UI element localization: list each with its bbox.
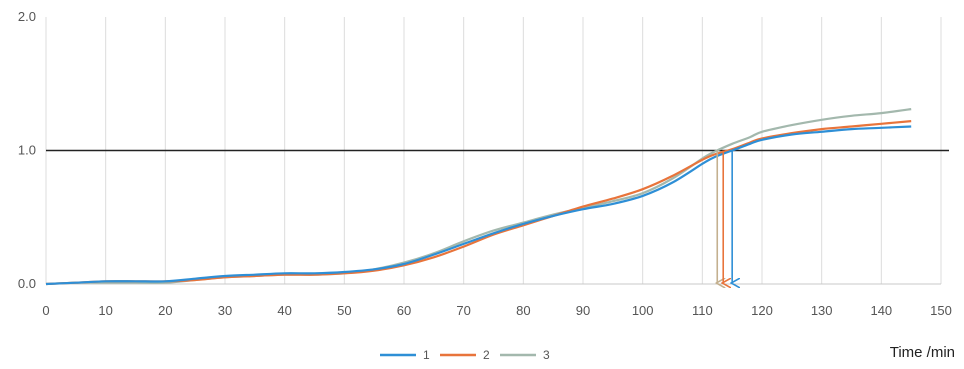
legend-label-2: 2 [483, 348, 490, 362]
x-tick-label: 10 [98, 303, 112, 318]
legend-label-3: 3 [543, 348, 550, 362]
x-tick-label: 70 [456, 303, 470, 318]
x-tick-label: 30 [218, 303, 232, 318]
tick-labels: 0 10 20 30 40 50 60 70 80 90 100 110 120 130 140 150 0.0… [18, 9, 952, 318]
x-tick-label: 140 [870, 303, 892, 318]
x-tick-label: 50 [337, 303, 351, 318]
x-tick-label: 80 [516, 303, 530, 318]
y-tick-label: 2.0 [18, 9, 36, 24]
x-tick-label: 130 [811, 303, 833, 318]
series-layer [45, 108, 912, 286]
x-tick-label: 60 [397, 303, 411, 318]
arrow-layer [717, 150, 732, 284]
x-tick-label: 120 [751, 303, 773, 318]
x-tick-label: 0 [42, 303, 49, 318]
x-tick-label: 150 [930, 303, 952, 318]
x-tick-label: 40 [277, 303, 291, 318]
series-1-line [45, 125, 912, 286]
x-axis-title: Time /min [890, 344, 955, 361]
x-tick-label: 110 [692, 303, 713, 318]
x-tick-label: 20 [158, 303, 172, 318]
series-2-line [45, 120, 912, 286]
x-tick-label: 90 [576, 303, 590, 318]
legend-label-1: 1 [423, 348, 430, 362]
y-tick-label: 1.0 [18, 143, 36, 158]
y-tick-label: 0.0 [18, 276, 36, 291]
legend: 1 2 3 [380, 348, 550, 362]
x-tick-label: 100 [632, 303, 654, 318]
